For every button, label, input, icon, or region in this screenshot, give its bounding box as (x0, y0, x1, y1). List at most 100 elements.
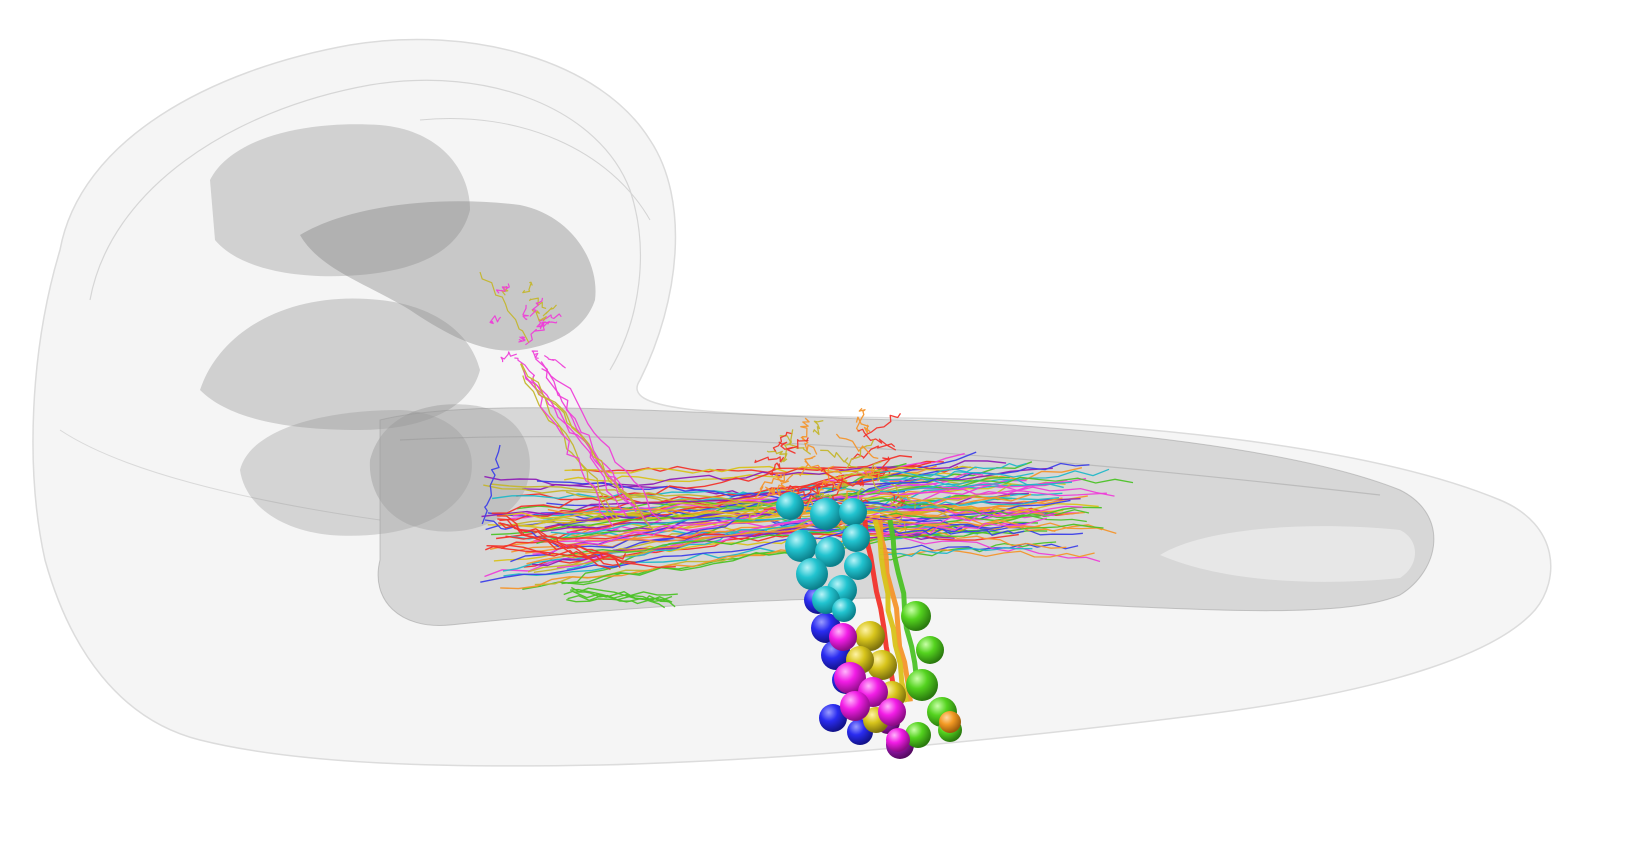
neurite-tuft (812, 419, 824, 436)
soma-green (905, 722, 931, 748)
neurite-tuft (788, 437, 809, 450)
neurite-tuft (857, 428, 897, 451)
soma-yellow (867, 650, 897, 680)
neurite-fiber (561, 462, 907, 585)
neurite-tuft (855, 416, 871, 434)
neurite-posterior (879, 475, 1134, 484)
neurite-posterior (879, 479, 1115, 497)
neurite-fiber (503, 530, 979, 577)
neurite-tuft (890, 483, 916, 509)
soma-cyan (776, 492, 804, 520)
neurite-tuft (871, 468, 891, 478)
neurite-dorsal-arbor (522, 304, 529, 321)
neurite-ventral-branch (563, 590, 678, 599)
neurite-dorsal-arbor (518, 336, 526, 343)
neurite-tuft (843, 461, 882, 477)
neurite-fiber (491, 476, 1010, 536)
neurite-anterior-branch (499, 519, 621, 569)
neurite-ascending (520, 362, 654, 531)
neurite-primary-bundle (877, 519, 913, 702)
soma-magenta (834, 662, 866, 694)
neurite-posterior (879, 499, 1087, 523)
neurite-ventral-branch (573, 591, 666, 609)
neurite-dorsal-arbor (529, 297, 547, 309)
soma-green (906, 669, 938, 701)
soma-cyan (844, 552, 872, 580)
neurite-posterior (879, 488, 1107, 497)
neurite-ascending (524, 375, 615, 527)
neurite-dorsal-arbor (525, 321, 546, 346)
neurite-posterior (879, 517, 1048, 537)
neurite-fiber (564, 465, 977, 474)
neurite-dorsal-arbor (489, 315, 502, 325)
neurite-posterior (879, 546, 1033, 557)
neurite-primary-bundle (872, 519, 910, 703)
neurite-posterior (879, 542, 1079, 552)
neurite-tuft (820, 449, 858, 468)
neurite-tuft (800, 417, 810, 441)
neurite-posterior (879, 470, 1034, 478)
neurite-dorsal-arbor (543, 354, 566, 369)
neurite-posterior (879, 500, 1038, 511)
neurite-dorsal-arbor (529, 297, 544, 317)
neurite-dorsal-arbor (539, 321, 558, 330)
neurite-dorsal-arbor (522, 281, 533, 294)
soma-cyan (842, 524, 870, 552)
neurite-fiber (490, 483, 951, 518)
neurite-dorsal-arbor (514, 357, 535, 378)
neurite-tuft (791, 485, 828, 497)
soma-magenta (886, 728, 910, 752)
neurite-dorsal-arbor (531, 350, 539, 359)
neurite-tuft (800, 436, 818, 455)
neurite-fiber (572, 465, 959, 473)
neurite-posterior (879, 468, 1110, 493)
neurite-posterior (879, 535, 1101, 563)
neurite-posterior (879, 505, 1083, 527)
neurite-tuft (863, 413, 902, 438)
neurite-tuft (778, 441, 796, 454)
neurite-posterior (879, 527, 1025, 536)
neurite-dorsal-arbor (479, 271, 530, 343)
soma-cyan (815, 537, 845, 567)
neurite-dorsal-arbor (542, 304, 557, 317)
neurite-dorsal-arbor (500, 351, 517, 363)
neurite-fiber (532, 472, 984, 555)
soma-magenta (829, 623, 857, 651)
neurite-fiber (483, 484, 977, 528)
neurite-tuft (776, 474, 794, 492)
neurite-ventral-branch (567, 595, 673, 603)
soma-cyan (832, 598, 856, 622)
neurite-tuft (823, 480, 846, 492)
soma-magenta (878, 698, 906, 726)
neurite-anterior-branch (498, 522, 620, 566)
neurite-tuft (748, 501, 763, 521)
neurite-tuft (839, 479, 848, 488)
neurite-ascending (519, 363, 619, 520)
neurite-tuft (871, 472, 891, 482)
soma-yellow (855, 621, 885, 651)
neurite-posterior (879, 515, 1083, 536)
neurite-ventral-branch (570, 586, 670, 603)
neurite-dorsal-arbor (531, 309, 547, 322)
neurite-tuft (769, 462, 781, 476)
neurite-tuft (774, 472, 785, 483)
soma-cyan (785, 530, 817, 562)
neurite-ascending (540, 361, 662, 522)
soma-blue (819, 704, 847, 732)
neurite-tuft (780, 429, 794, 463)
neurite-tuft (755, 474, 786, 499)
neurite-posterior (879, 549, 1095, 558)
neurite-posterior (879, 512, 1117, 535)
soma-magenta (840, 691, 870, 721)
neurite-tuft (835, 433, 879, 460)
soma-green (916, 636, 944, 664)
neurite-dorsal-arbor (495, 283, 510, 294)
neurite-anterior-branch (486, 544, 676, 568)
neurite-posterior (879, 462, 1027, 481)
outer-brain-mesh (32, 38, 1552, 767)
neurite-posterior (879, 493, 1044, 515)
neurite-posterior (879, 477, 1073, 486)
soma-green (901, 601, 931, 631)
neurite-fiber (505, 532, 1019, 541)
neurite-tuft (846, 439, 875, 469)
